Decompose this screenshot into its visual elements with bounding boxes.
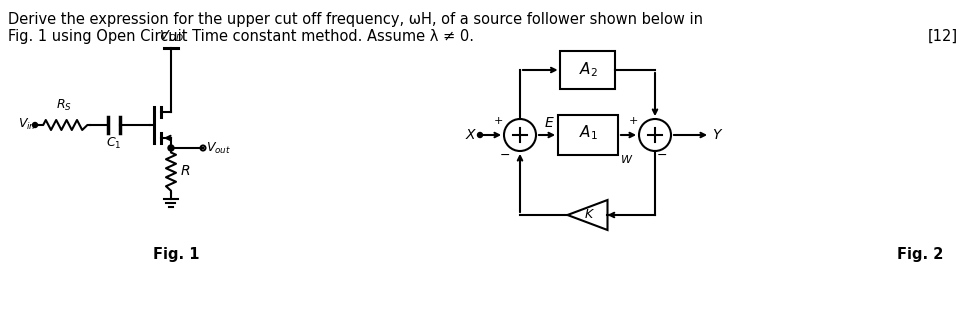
Text: [12]: [12]: [927, 29, 957, 44]
Text: $A_1$: $A_1$: [578, 124, 597, 142]
Text: Derive the expression for the upper cut off frequency, ωH, of a source follower : Derive the expression for the upper cut …: [8, 12, 703, 27]
Text: $X$: $X$: [464, 128, 477, 142]
Circle shape: [33, 123, 38, 127]
Text: $V_{DD}$: $V_{DD}$: [158, 29, 183, 44]
Text: +: +: [493, 116, 503, 126]
Text: Fig. 1: Fig. 1: [152, 247, 199, 262]
Text: $C_1$: $C_1$: [107, 136, 121, 151]
Text: −: −: [499, 149, 510, 162]
Circle shape: [168, 145, 173, 151]
Bar: [560, 51, 615, 89]
Text: $R_S$: $R_S$: [56, 98, 72, 113]
Text: −: −: [656, 149, 667, 162]
Text: $V_{in}$: $V_{in}$: [18, 116, 36, 132]
Text: $E$: $E$: [544, 116, 554, 130]
Text: +: +: [628, 116, 638, 126]
Text: $A_2$: $A_2$: [578, 61, 597, 79]
Text: $V_{out}$: $V_{out}$: [205, 140, 231, 156]
Circle shape: [477, 132, 482, 138]
Text: $W$: $W$: [619, 153, 633, 165]
Text: $K$: $K$: [583, 209, 594, 221]
Bar: [557, 115, 617, 155]
Text: Fig. 1 using Open Circuit Time constant method. Assume λ ≠ 0.: Fig. 1 using Open Circuit Time constant …: [8, 29, 474, 44]
Text: $Y$: $Y$: [711, 128, 723, 142]
Text: $R$: $R$: [180, 164, 190, 178]
Text: Fig. 2: Fig. 2: [896, 247, 942, 262]
